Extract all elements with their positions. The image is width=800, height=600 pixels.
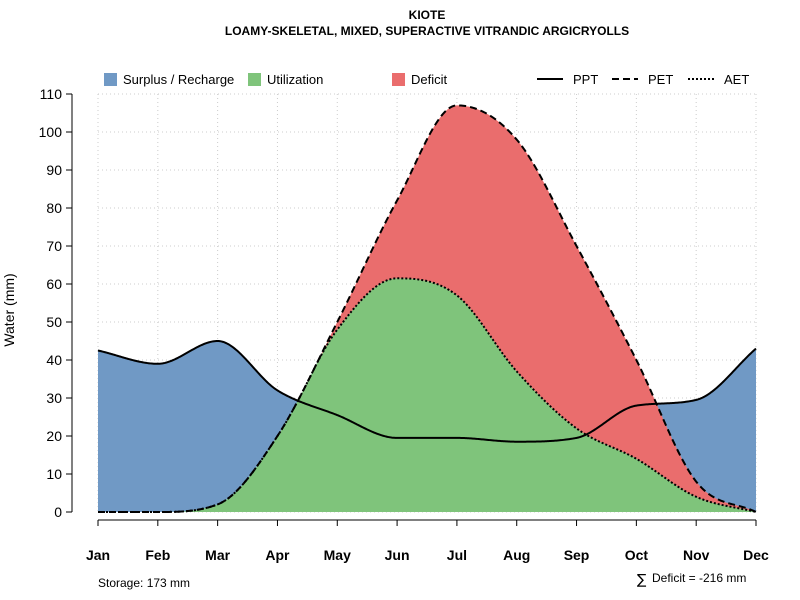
y-tick-label: 40	[46, 352, 62, 368]
y-tick-label: 60	[46, 276, 62, 292]
ppt-line	[97, 339, 757, 443]
utilization-area	[98, 278, 756, 512]
chart-subtitle: LOAMY-SKELETAL, MIXED, SUPERACTIVE VITRA…	[225, 24, 629, 38]
deficit-area	[98, 105, 756, 513]
y-tick-label: 20	[46, 428, 62, 444]
y-tick-label: 110	[40, 86, 63, 102]
y-tick-label: 90	[46, 162, 62, 178]
pet-line	[98, 104, 757, 513]
y-tick-label: 10	[46, 466, 62, 482]
legend-swatch-utilization	[248, 73, 261, 86]
storage-annotation: Storage: 173 mm	[98, 576, 190, 590]
x-tick-label: Jun	[385, 547, 410, 563]
x-tick-label: Sep	[564, 547, 590, 563]
y-tick-label: 80	[46, 200, 62, 216]
x-tick-label: Aug	[503, 547, 530, 563]
x-tick-label: Jul	[447, 547, 467, 563]
legend-swatch-surplus-recharge	[104, 73, 117, 86]
legend-label: AET	[724, 72, 749, 87]
legend: Surplus / Recharge Utilization Deficit PPT P…	[104, 72, 749, 87]
x-tick-label: May	[324, 547, 351, 563]
area-fills	[98, 105, 756, 513]
x-tick-label: Oct	[625, 547, 649, 563]
axes: 0 10 20 30 40 50 60 70 80 90 100 110 Jan Feb Mar Apr May…	[39, 86, 769, 563]
legend-label: PPT	[573, 72, 598, 87]
legend-label: PET	[648, 72, 673, 87]
legend-label: Utilization	[267, 72, 323, 87]
legend-swatch-deficit	[392, 73, 405, 86]
chart-title: KIOTE	[409, 8, 446, 22]
y-axis-label: Water (mm)	[1, 273, 17, 346]
y-tick-label: 70	[46, 238, 62, 254]
x-tick-label: Apr	[265, 547, 290, 563]
deficit-annotation: Deficit = -216 mm	[652, 571, 746, 585]
x-tick-label: Mar	[205, 547, 230, 563]
series-lines	[97, 104, 757, 513]
x-tick-label: Nov	[683, 547, 710, 563]
y-tick-label: 30	[46, 390, 62, 406]
sum-symbol: ∑	[637, 572, 647, 588]
y-tick-label: 50	[46, 314, 62, 330]
legend-label: Deficit	[411, 72, 448, 87]
x-tick-label: Feb	[145, 547, 170, 563]
x-tick-label: Dec	[743, 547, 769, 563]
x-tick-label: Jan	[86, 547, 110, 563]
legend-label: Surplus / Recharge	[123, 72, 234, 87]
y-tick-label: 0	[54, 504, 62, 520]
aet-line	[98, 277, 757, 513]
y-tick-label: 100	[39, 124, 63, 140]
